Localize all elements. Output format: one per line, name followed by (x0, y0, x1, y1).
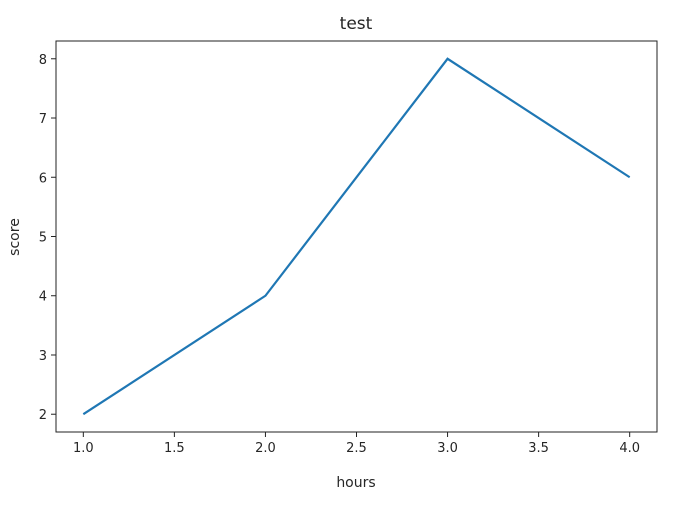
axes-frame (55, 40, 658, 433)
series-line (82, 57, 631, 416)
y-tick-label: 7 (39, 112, 47, 127)
y-axis-label: score (7, 218, 23, 256)
y-tick-label: 3 (39, 349, 47, 364)
y-tick-label: 4 (39, 290, 47, 305)
x-tick-label: 2.0 (255, 441, 276, 456)
y-tick-label: 2 (39, 408, 47, 423)
x-tick-label: 2.5 (346, 441, 367, 456)
y-tick-label: 5 (39, 231, 47, 246)
y-tick-label: 8 (39, 53, 47, 68)
x-tick-label: 1.0 (73, 441, 94, 456)
x-tick-label: 3.5 (528, 441, 549, 456)
x-axis-label: hours (336, 475, 375, 491)
x-tick-label: 1.5 (164, 441, 185, 456)
x-tick-label: 3.0 (437, 441, 458, 456)
y-tick-label: 6 (39, 171, 47, 186)
x-tick-label: 4.0 (619, 441, 640, 456)
chart-title: test (340, 14, 373, 34)
